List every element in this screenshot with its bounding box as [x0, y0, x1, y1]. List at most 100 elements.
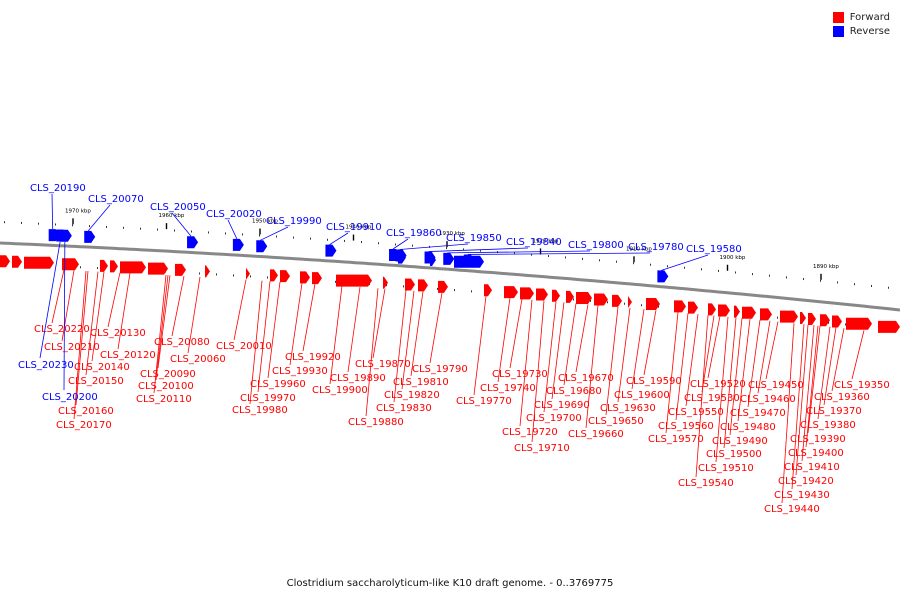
minor-tick	[701, 268, 702, 271]
reverse-gene	[454, 255, 484, 268]
forward-gene	[0, 255, 10, 268]
forward-gene-label: CLS_19500	[706, 449, 762, 460]
reverse-gene-label: CLS_20020	[206, 209, 262, 220]
minor-tick	[191, 230, 192, 233]
legend-forward-label: Forward	[849, 11, 890, 23]
reverse-leader-line	[661, 254, 709, 271]
axis-tick-label: 1890 kbp	[813, 264, 839, 270]
forward-leader-line	[429, 292, 443, 364]
forward-gene-label: CLS_19370	[806, 406, 862, 417]
forward-gene	[100, 259, 108, 272]
reverse-gene	[232, 238, 244, 251]
forward-gene-label: CLS_19530	[684, 393, 740, 404]
forward-leader-line	[851, 330, 865, 380]
forward-gene-label: CLS_19920	[285, 352, 341, 363]
minor-tick	[242, 233, 243, 236]
forward-gene-label: CLS_20170	[56, 420, 112, 431]
reverse-gene	[443, 252, 455, 265]
minor-tick	[828, 321, 829, 324]
forward-leader-line	[117, 273, 131, 350]
forward-gene	[646, 297, 660, 310]
minor-tick	[276, 235, 277, 238]
minor-tick	[216, 273, 217, 276]
minor-tick	[106, 225, 107, 228]
minor-tick	[845, 323, 846, 326]
forward-gene-label: CLS_19900	[312, 385, 368, 396]
reverse-leader-line	[63, 241, 66, 391]
minor-tick	[310, 237, 311, 240]
forward-leader-line	[715, 316, 729, 463]
legend-reverse: Reverse	[832, 24, 890, 38]
forward-leader-line	[497, 297, 511, 383]
minor-tick	[820, 279, 821, 282]
reverse-gene	[256, 240, 268, 253]
legend-reverse-label: Reverse	[849, 25, 890, 37]
forward-leader-line	[267, 281, 281, 379]
forward-gene	[820, 314, 830, 327]
minor-tick	[769, 274, 770, 277]
reverse-gene-label: CLS_19780	[628, 242, 684, 253]
forward-gene-label: CLS_20110	[136, 394, 192, 405]
minor-tick	[437, 287, 438, 290]
minor-tick	[684, 266, 685, 269]
legend: Forward Reverse	[832, 10, 890, 38]
forward-gene	[566, 290, 574, 303]
minor-tick	[641, 304, 642, 307]
forward-leader-line	[509, 298, 523, 369]
forward-leader-line	[91, 271, 105, 362]
reverse-leader-line	[428, 247, 529, 252]
minor-tick	[573, 298, 574, 301]
forward-leader-line	[695, 314, 709, 478]
forward-gene-label: CLS_20100	[138, 381, 194, 392]
forward-gene	[383, 276, 388, 289]
forward-leader-line	[823, 327, 837, 406]
forward-gene-label: CLS_19430	[774, 490, 830, 501]
forward-gene-label: CLS_19420	[778, 476, 834, 487]
forward-swatch	[832, 11, 844, 23]
minor-tick	[259, 234, 260, 237]
forward-gene	[628, 295, 632, 308]
forward-leader-line	[563, 303, 577, 386]
forward-gene	[878, 320, 900, 333]
forward-gene-label: CLS_20220	[34, 324, 90, 335]
axis-tick-label: 1930 kbp	[439, 231, 465, 237]
minor-tick	[854, 283, 855, 286]
forward-gene	[708, 303, 716, 316]
forward-gene	[718, 304, 730, 317]
minor-tick	[446, 247, 447, 250]
minor-tick	[327, 238, 328, 241]
forward-gene-label: CLS_19380	[800, 420, 856, 431]
forward-leader-line	[73, 270, 87, 420]
forward-gene	[175, 263, 186, 276]
minor-tick	[38, 222, 39, 225]
minor-tick	[4, 221, 5, 224]
reverse-gene-label: CLS_19580	[686, 244, 742, 255]
forward-gene	[484, 284, 492, 297]
reverse-gene	[325, 244, 337, 257]
forward-gene-label: CLS_19520	[690, 379, 746, 390]
reverse-leader-line	[51, 193, 54, 230]
forward-leader-line	[801, 325, 815, 462]
forward-gene-label: CLS_19510	[698, 463, 754, 474]
forward-gene-label: CLS_20010	[216, 341, 272, 352]
reverse-gene-label: CLS_19840	[506, 237, 562, 248]
forward-gene	[808, 312, 816, 325]
forward-gene-label: CLS_19810	[393, 377, 449, 388]
forward-leader-line	[372, 288, 386, 359]
minor-tick	[97, 267, 98, 270]
forward-gene-label: CLS_19450	[748, 380, 804, 391]
axis-tick-label: 1960 kbp	[159, 213, 185, 219]
forward-leader-line	[575, 304, 589, 373]
forward-gene	[832, 315, 842, 328]
reverse-leader-line	[392, 238, 409, 250]
axis-tick-label: 1900 kbp	[720, 255, 746, 261]
forward-gene	[280, 270, 290, 283]
forward-gene	[536, 288, 548, 301]
reverse-leader-line	[447, 250, 591, 254]
forward-gene-label: CLS_19700	[526, 413, 582, 424]
axis-tick-label: 1940 kbp	[346, 225, 372, 231]
minor-tick	[803, 278, 804, 281]
forward-leader-line	[410, 291, 424, 377]
reverse-leader-line	[260, 226, 289, 241]
forward-gene-label: CLS_19630	[600, 403, 656, 414]
